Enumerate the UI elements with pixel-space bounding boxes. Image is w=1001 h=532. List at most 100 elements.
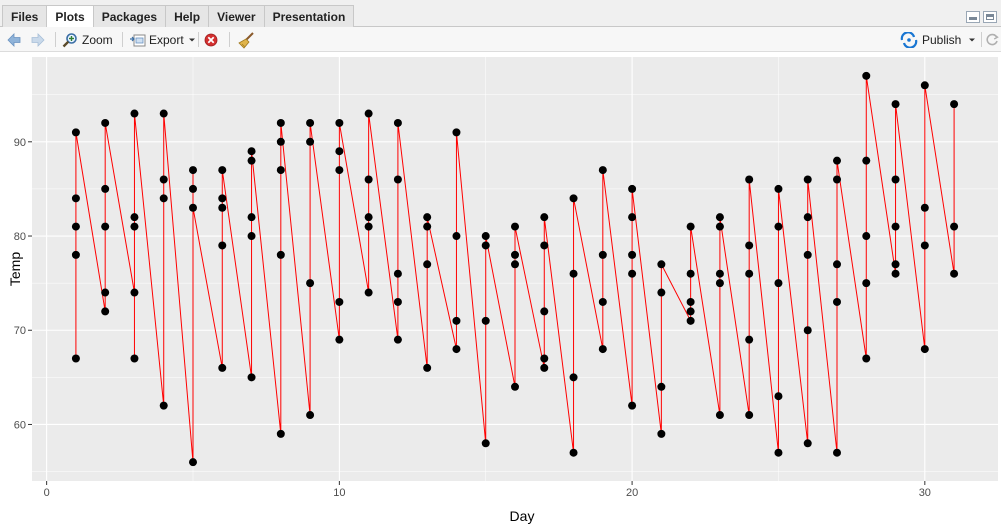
data-point [891, 175, 900, 184]
data-point [130, 354, 139, 363]
export-button[interactable]: Export [129, 31, 197, 48]
data-point [657, 429, 666, 438]
x-tick-label: 10 [333, 487, 345, 499]
data-point [803, 326, 812, 335]
tab-packages[interactable]: Packages [92, 5, 167, 27]
clear-plots-button[interactable] [238, 31, 256, 49]
data-point [511, 382, 519, 391]
maximize-pane-icon[interactable] [983, 11, 997, 23]
remove-plot-icon [204, 33, 218, 46]
publish-icon [900, 31, 918, 48]
data-point [657, 260, 666, 269]
data-point [130, 222, 139, 231]
data-point [335, 335, 344, 344]
data-point [189, 458, 197, 467]
refresh-button[interactable] [985, 31, 999, 48]
data-point [189, 203, 197, 212]
forward-button[interactable] [30, 31, 46, 48]
data-point [101, 307, 110, 316]
tab-presentation[interactable]: Presentation [263, 5, 355, 27]
back-button[interactable] [6, 31, 22, 48]
data-point [569, 373, 578, 382]
data-point [774, 448, 783, 457]
data-point [774, 184, 783, 193]
broom-icon [238, 31, 254, 49]
data-point [715, 213, 724, 222]
data-point [71, 354, 80, 363]
data-point [774, 222, 783, 231]
zoom-button[interactable]: Zoom [62, 31, 113, 48]
remove-plot-button[interactable] [204, 31, 218, 48]
plot-viewer: 0 10 20 30 60 70 80 90 Day Temp [0, 52, 1001, 527]
temperature-line-chart: 0 10 20 30 60 70 80 90 Day Temp [7, 57, 998, 524]
data-point [423, 363, 432, 372]
toolbar-divider [981, 32, 982, 47]
data-point [423, 260, 432, 269]
publish-button[interactable]: Publish [900, 31, 977, 48]
x-axis-title: Day [510, 508, 535, 524]
data-point [247, 147, 256, 156]
data-point [803, 250, 812, 259]
data-point [159, 109, 168, 118]
y-tick-label: 90 [14, 137, 26, 149]
data-point [218, 194, 227, 203]
y-tick-label: 60 [14, 419, 26, 431]
data-point [745, 269, 754, 278]
y-tick-label: 80 [14, 231, 26, 243]
data-point [540, 354, 549, 363]
data-point [803, 213, 812, 222]
data-point [276, 118, 285, 127]
arrow-left-icon [7, 32, 21, 47]
data-point [891, 222, 900, 231]
zoom-label: Zoom [82, 32, 113, 47]
data-point [481, 241, 490, 250]
magnifier-icon [62, 32, 77, 47]
toolbar-divider [122, 32, 123, 47]
chevron-down-icon [969, 38, 976, 41]
tab-files[interactable]: Files [2, 5, 48, 27]
tab-viewer[interactable]: Viewer [208, 5, 265, 27]
data-point [335, 147, 344, 156]
data-point [715, 411, 724, 420]
y-tick-label: 70 [14, 325, 26, 337]
data-point [364, 288, 373, 297]
series-line [75, 75, 955, 463]
tab-plots[interactable]: Plots [46, 5, 94, 28]
data-point [335, 166, 344, 175]
data-point [540, 363, 549, 372]
data-point [71, 250, 80, 259]
toolbar-divider [198, 32, 199, 47]
data-point [686, 269, 695, 278]
data-point [540, 213, 549, 222]
data-point [452, 345, 461, 354]
data-point [481, 439, 490, 448]
data-point [569, 269, 578, 278]
data-point [393, 269, 402, 278]
data-point [335, 297, 344, 306]
data-point [628, 250, 637, 259]
data-point [540, 241, 549, 250]
export-icon [130, 34, 146, 46]
data-point [628, 401, 637, 410]
data-point [833, 175, 841, 184]
data-point [891, 100, 900, 109]
data-point [598, 297, 607, 306]
minimize-pane-icon[interactable] [966, 11, 980, 23]
plots-toolbar: Zoom Export Publish [0, 27, 1001, 52]
data-point [920, 345, 929, 354]
data-point [364, 175, 373, 184]
data-point [306, 118, 315, 127]
data-point [159, 175, 168, 184]
data-point [569, 448, 578, 457]
y-axis-title: Temp [7, 252, 23, 286]
data-point [715, 269, 724, 278]
data-point [745, 411, 754, 420]
tab-help[interactable]: Help [165, 5, 210, 27]
data-point [920, 81, 929, 90]
refresh-icon [986, 33, 999, 45]
data-point [189, 166, 197, 175]
data-point [71, 194, 80, 203]
data-point [950, 100, 959, 109]
data-points [71, 71, 959, 467]
data-point [71, 222, 80, 231]
